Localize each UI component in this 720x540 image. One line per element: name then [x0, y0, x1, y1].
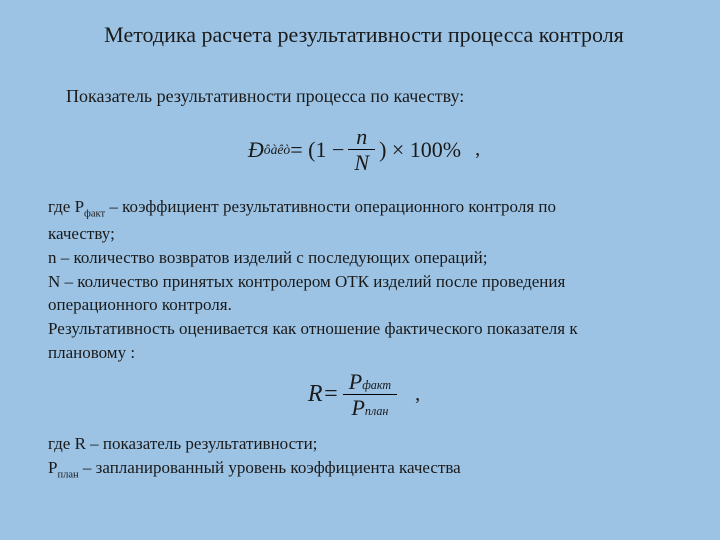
f2-den: Pплан	[345, 396, 394, 419]
f1-comma: ,	[475, 138, 480, 161]
p1a: где Р	[48, 197, 84, 216]
slide-title: Методика расчета результативности процес…	[48, 22, 680, 48]
f1-den: N	[348, 151, 375, 174]
f2-lhs: R	[308, 381, 323, 408]
f1-lhs-base: Đ	[248, 137, 264, 163]
formula-2: R = Pфакт Pплан ,	[48, 370, 680, 419]
body-line-6: Результативность оценивается как отношен…	[48, 318, 680, 340]
f2-den-base: P	[351, 395, 364, 420]
q2a-sub: план	[57, 469, 78, 480]
f2-eq: =	[323, 381, 339, 408]
f1-fraction: n N	[348, 125, 375, 174]
p1b: – коэффициент результативности операцион…	[105, 197, 556, 216]
f1-lhs-sub: ôàêò	[264, 142, 291, 158]
f2-comma: ,	[415, 383, 420, 406]
f1-num: n	[350, 125, 373, 148]
f2-fraction: Pфакт Pплан	[343, 370, 397, 419]
formula-1: Đôàêò = (1 − n N ) × 100% ,	[48, 125, 680, 174]
f2-num-sub: факт	[362, 378, 391, 392]
f2-num: Pфакт	[343, 370, 397, 393]
body2-line-2: Рплан – запланированный уровень коэффици…	[48, 457, 680, 482]
body-line-1: где Рфакт – коэффициент результативности…	[48, 196, 680, 221]
subtitle: Показатель результативности процесса по …	[66, 86, 680, 107]
body-line-5: операционного контроля.	[48, 294, 680, 316]
f1-close: ) × 100%	[379, 137, 461, 163]
body-line-3: n – количество возвратов изделий с после…	[48, 247, 680, 269]
f1-eq: = (1 −	[290, 137, 344, 163]
body-line-7: плановому :	[48, 342, 680, 364]
body2-line-1: где R – показатель результативности;	[48, 433, 680, 455]
f2-den-sub: план	[365, 404, 389, 418]
body-line-4: N – количество принятых контролером ОТК …	[48, 271, 680, 293]
f2-num-base: P	[349, 369, 362, 394]
p1a-sub: факт	[84, 209, 105, 220]
slide: Методика расчета результативности процес…	[0, 0, 720, 540]
body-line-2: качеству;	[48, 223, 680, 245]
q2b: – запланированный уровень коэффициента к…	[79, 458, 461, 477]
